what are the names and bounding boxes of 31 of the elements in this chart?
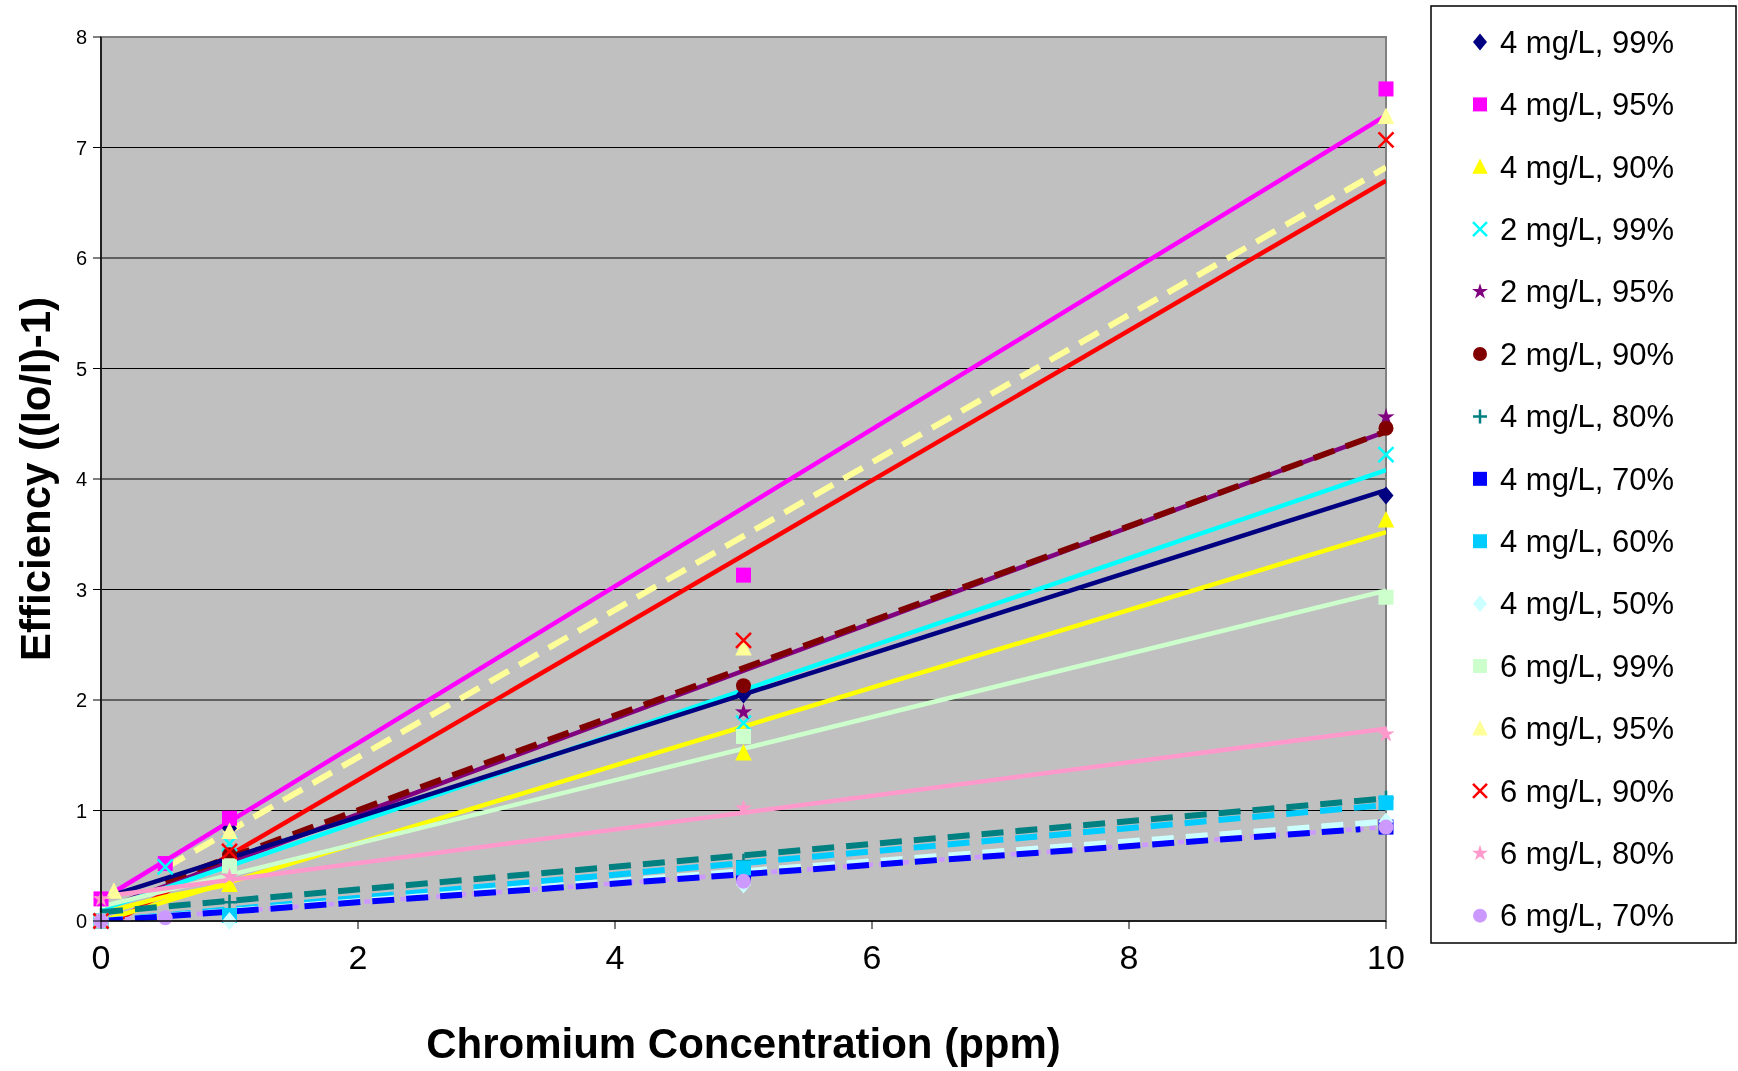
x-tick-label: 10 xyxy=(1367,938,1405,976)
y-tick-label: 3 xyxy=(75,578,87,601)
x-axis-title: Chromium Concentration (ppm) xyxy=(426,1020,1061,1067)
y-tick-label: 2 xyxy=(75,689,87,711)
legend-label: 4 mg/L, 90% xyxy=(1500,149,1675,185)
legend-label: 2 mg/L, 95% xyxy=(1500,274,1675,310)
x-tick-label: 6 xyxy=(862,938,882,976)
legend-label: 2 mg/L, 99% xyxy=(1500,212,1675,248)
y-tick-label: 0 xyxy=(75,910,87,932)
x-tick-label: 4 xyxy=(605,938,625,976)
legend-label: 6 mg/L, 95% xyxy=(1500,711,1675,747)
legend-label: 4 mg/L, 60% xyxy=(1500,524,1675,560)
legend-label: 4 mg/L, 95% xyxy=(1500,87,1675,123)
y-axis-title: Efficiency ((Io/I)-1) xyxy=(12,296,59,662)
y-tick-label: 7 xyxy=(75,136,87,159)
y-tick-label: 6 xyxy=(75,247,87,269)
legend-label: 4 mg/L, 80% xyxy=(1500,399,1675,435)
legend-label: 6 mg/L, 70% xyxy=(1500,898,1675,934)
y-tick-label: 4 xyxy=(75,468,87,490)
legend-label: 4 mg/L, 70% xyxy=(1500,461,1675,497)
legend-label: 4 mg/L, 50% xyxy=(1500,586,1675,622)
legend-label: 6 mg/L, 90% xyxy=(1500,773,1675,809)
y-tick-label: 8 xyxy=(75,26,87,48)
legend-label: 6 mg/L, 99% xyxy=(1500,648,1675,684)
legend-label: 6 mg/L, 80% xyxy=(1500,836,1675,872)
x-tick-label: 2 xyxy=(348,938,368,976)
legend-label: 2 mg/L, 90% xyxy=(1500,336,1675,372)
x-tick-label: 8 xyxy=(1119,938,1139,976)
y-tick-label: 5 xyxy=(75,357,87,380)
y-tick-label: 1 xyxy=(75,799,87,822)
legend-label: 4 mg/L, 99% xyxy=(1500,24,1675,60)
